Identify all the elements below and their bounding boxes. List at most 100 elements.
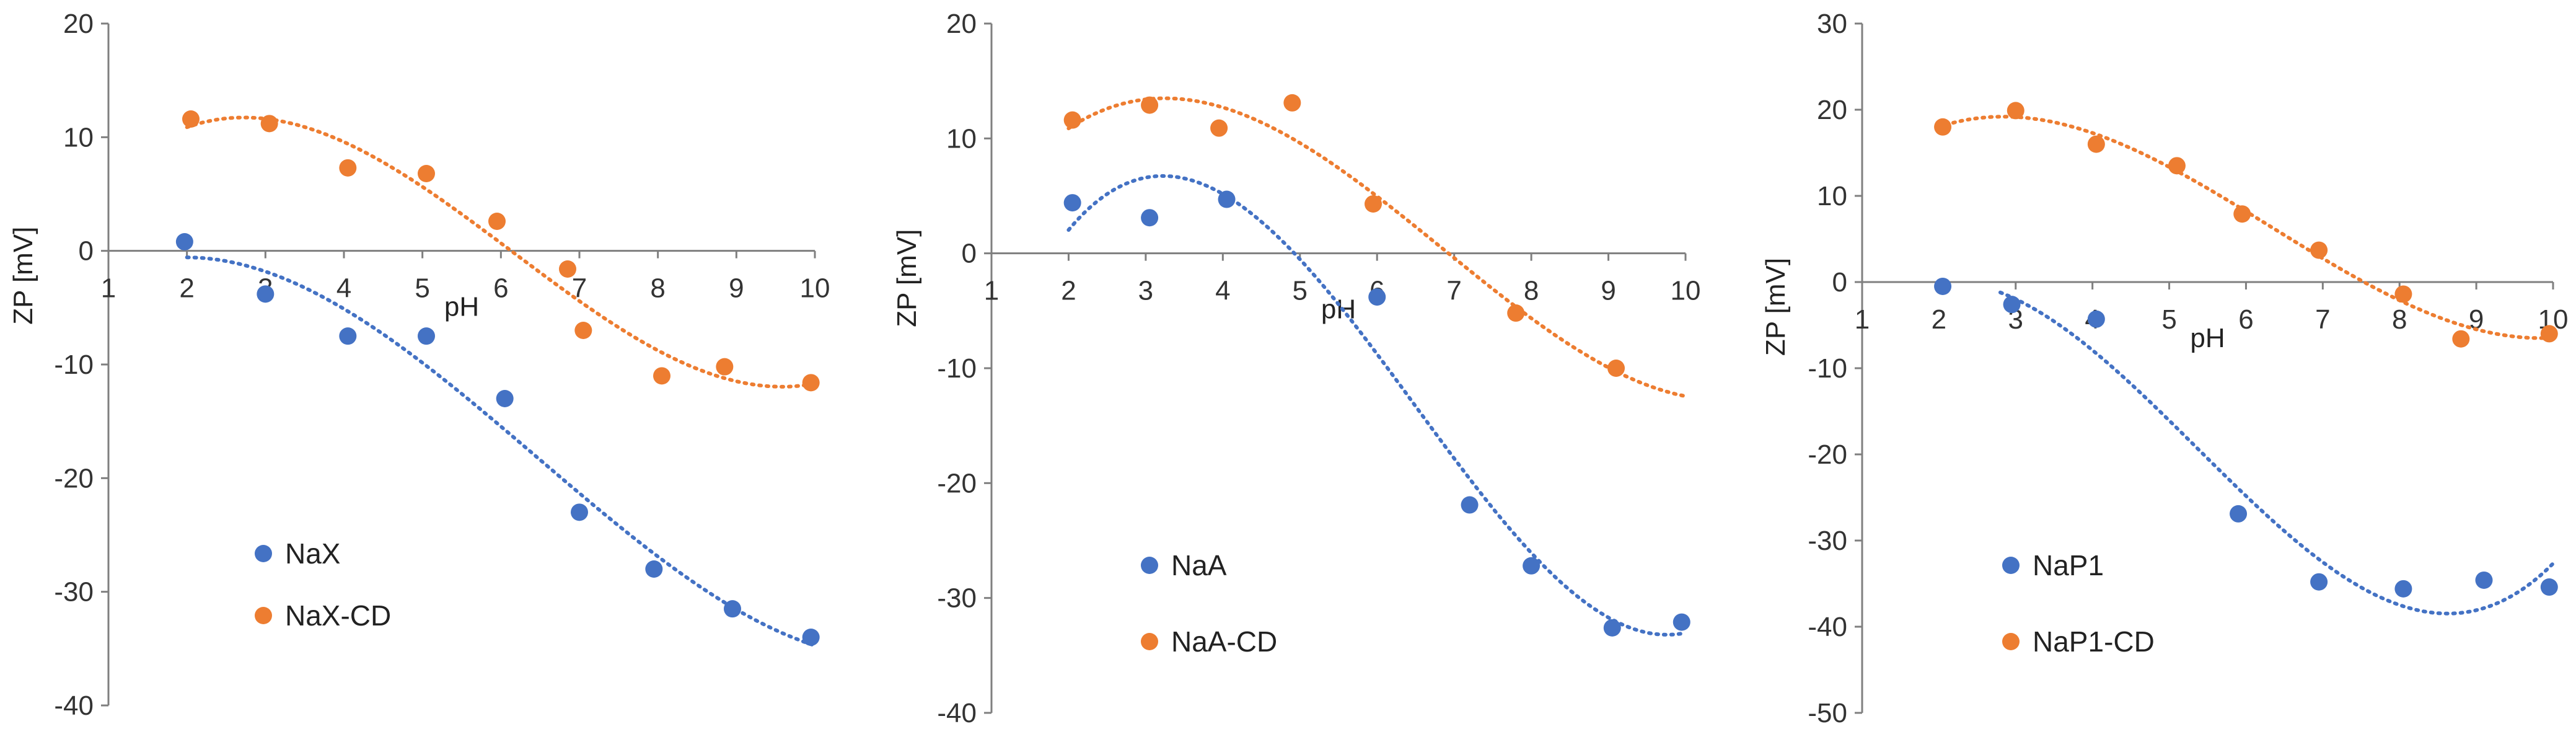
legend-label-NaP1-CD: NaP1-CD [2033,625,2155,658]
data-point-NaA-CD [1283,94,1301,112]
x-tick-label: 5 [415,273,429,304]
x-tick-label: 5 [1293,276,1308,306]
x-tick-label: 2 [1061,276,1076,306]
data-point-NaA-CD [1063,111,1081,129]
data-point-NaX [802,629,820,646]
y-tick-label: -30 [54,577,94,607]
x-axis-title: pH [2190,323,2225,353]
x-tick-label: 4 [1215,276,1230,306]
x-tick-label: 8 [650,273,665,304]
trendline-NaA [1066,174,1687,637]
x-tick-label: 8 [2392,304,2407,335]
data-point-NaP1 [2475,571,2493,589]
x-tick-label: 1 [101,273,116,304]
data-point-NaX-CD [260,115,278,133]
data-point-NaA [1218,190,1236,208]
data-point-NaX [175,233,193,250]
data-point-NaX [571,503,588,521]
legend-marker-NaX [255,545,272,562]
data-point-NaP1-CD [2168,157,2186,175]
x-tick-label: 9 [729,273,744,304]
legend-marker-NaX-CD [255,607,272,624]
x-tick-label: 7 [2315,304,2330,335]
data-point-NaP1 [2310,573,2328,591]
trendline-NaA-CD [1066,96,1687,399]
data-point-NaP1 [2540,578,2558,596]
data-point-NaP1-CD [1934,118,1952,136]
data-point-NaX-CD [488,213,506,230]
y-tick-label: 20 [946,9,977,39]
data-point-NaX-CD [418,165,435,182]
data-point-NaA [1523,557,1541,575]
trendline-NaX [185,255,817,648]
chart-panel-2: -40-30-20-100102012345678910pHZP [mV]NaA… [892,9,1700,728]
data-point-NaP1-CD [2540,325,2558,343]
y-tick-label: 20 [1817,95,1847,125]
data-point-NaX-CD [653,367,670,385]
x-tick-label: 10 [800,273,830,304]
y-tick-label: 0 [1832,267,1847,298]
data-point-NaP1-CD [2007,102,2024,120]
y-axis-title: ZP [mV] [8,227,38,325]
x-tick-label: 2 [1932,304,1946,335]
x-tick-label: 1 [1855,304,1870,335]
data-point-NaA-CD [1507,304,1525,322]
series-NaP1 [1934,277,2558,616]
y-tick-label: 30 [1817,9,1847,39]
y-tick-label: -10 [1808,353,1847,384]
data-point-NaX [724,600,741,618]
trendline-NaP1 [1998,290,2555,616]
data-point-NaA-CD [1365,195,1382,213]
series-NaA-CD [1063,94,1687,399]
data-point-NaX [257,285,275,303]
data-point-NaP1-CD [2233,205,2251,223]
data-point-NaP1-CD [2394,285,2412,303]
legend-label-NaA-CD: NaA-CD [1171,625,1277,658]
chart-panel-1: -40-30-20-100102012345678910pHZP [mV]NaX… [8,9,830,721]
series-NaA [1063,174,1690,637]
data-point-NaA [1141,209,1159,227]
data-point-NaA-CD [1210,119,1228,137]
x-tick-label: 2 [179,273,194,304]
data-point-NaP1 [1934,277,1952,295]
y-tick-label: -40 [937,698,977,728]
data-point-NaX [645,560,663,578]
y-tick-label: -40 [54,691,94,721]
data-point-NaP1-CD [2452,330,2470,348]
y-tick-label: 0 [962,239,977,269]
data-point-NaP1-CD [2087,135,2105,153]
x-tick-label: 7 [1446,276,1461,306]
x-tick-label: 6 [493,273,508,304]
legend-label-NaX-CD: NaX-CD [285,599,391,632]
legend-marker-NaP1-CD [2002,633,2020,650]
y-tick-label: -10 [54,350,94,380]
data-point-NaX [339,327,357,345]
y-tick-label: 10 [1817,181,1847,211]
trendline-NaX-CD [185,115,817,389]
chart-panel-3: -50-40-30-20-10010203012345678910pHZP [m… [1761,9,2568,728]
data-point-NaX-CD [182,110,200,128]
x-tick-label: 6 [2238,304,2253,335]
y-tick-label: 10 [63,122,94,152]
x-tick-label: 3 [1138,276,1153,306]
x-tick-label: 5 [2161,304,2176,335]
y-tick-label: -50 [1808,698,1847,728]
series-NaX-CD [182,110,820,392]
y-tick-label: 0 [79,236,94,267]
data-point-NaP1 [2003,296,2021,314]
x-tick-label: 10 [1671,276,1701,306]
x-tick-label: 9 [1601,276,1615,306]
data-point-NaX-CD [339,159,357,177]
y-tick-label: -30 [1808,526,1847,556]
y-tick-label: -20 [937,468,977,498]
y-tick-label: 20 [63,9,94,39]
data-point-NaA [1368,288,1386,306]
legend-marker-NaA [1141,557,1158,574]
data-point-NaP1-CD [2310,241,2328,259]
series-NaX [175,233,820,648]
x-axis-title: pH [444,292,479,322]
y-tick-label: 10 [946,123,977,154]
series-NaP1-CD [1934,102,2558,348]
data-point-NaP1 [2087,310,2105,328]
